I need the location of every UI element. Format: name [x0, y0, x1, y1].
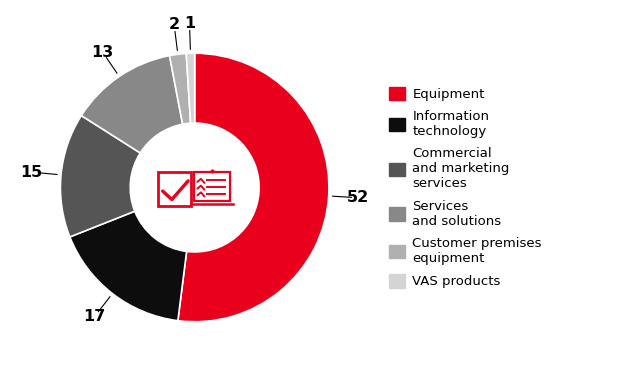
- Wedge shape: [70, 211, 187, 321]
- Wedge shape: [60, 116, 140, 237]
- Wedge shape: [170, 54, 191, 124]
- Wedge shape: [178, 53, 329, 322]
- Legend: Equipment, Information
technology, Commercial
and marketing
services, Services
a: Equipment, Information technology, Comme…: [384, 81, 547, 294]
- Text: 1: 1: [184, 16, 195, 31]
- Text: 17: 17: [83, 309, 106, 324]
- Bar: [195, 172, 230, 201]
- Text: 15: 15: [21, 165, 43, 180]
- Wedge shape: [187, 53, 195, 123]
- Text: 2: 2: [168, 18, 180, 33]
- Bar: [158, 172, 192, 206]
- Text: 52: 52: [347, 190, 369, 205]
- Wedge shape: [81, 56, 183, 153]
- Text: 13: 13: [92, 45, 114, 60]
